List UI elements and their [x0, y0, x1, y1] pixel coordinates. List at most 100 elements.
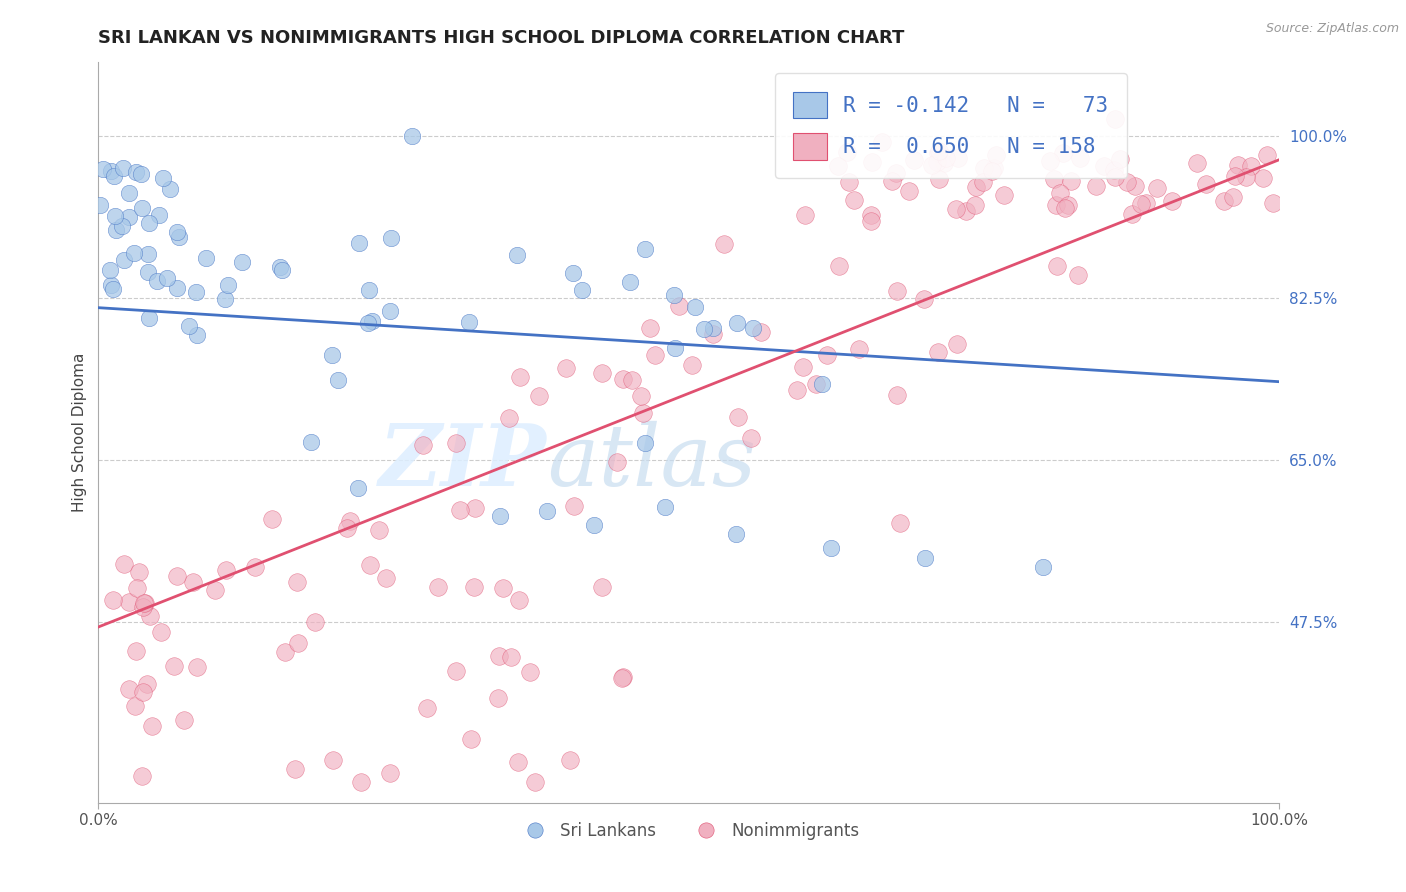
- Point: [186, 660, 208, 674]
- Point: [347, 481, 370, 495]
- Point: [506, 755, 529, 769]
- Point: [347, 235, 370, 250]
- Point: [401, 129, 423, 144]
- Point: [426, 580, 449, 594]
- Point: [498, 410, 520, 425]
- Point: [1123, 178, 1146, 193]
- Point: [591, 580, 613, 594]
- Point: [134, 596, 156, 610]
- Point: [111, 161, 134, 176]
- Point: [449, 503, 471, 517]
- Point: [683, 300, 706, 314]
- Point: [1135, 195, 1157, 210]
- Point: [1046, 259, 1069, 273]
- Point: [339, 514, 361, 528]
- Point: [1121, 207, 1143, 221]
- Point: [564, 499, 586, 513]
- Point: [1261, 195, 1284, 210]
- Point: [214, 292, 236, 306]
- Point: [948, 152, 970, 166]
- Point: [181, 574, 204, 589]
- Point: [336, 521, 359, 535]
- Point: [742, 321, 765, 335]
- Point: [1115, 175, 1137, 189]
- Point: [368, 523, 391, 537]
- Point: [118, 210, 141, 224]
- Point: [129, 167, 152, 181]
- Point: [322, 753, 344, 767]
- Text: ZIP: ZIP: [380, 420, 547, 504]
- Point: [862, 154, 884, 169]
- Point: [886, 388, 908, 402]
- Point: [152, 170, 174, 185]
- Point: [1256, 147, 1278, 161]
- Point: [815, 348, 838, 362]
- Point: [100, 278, 122, 293]
- Point: [927, 344, 949, 359]
- Point: [274, 645, 297, 659]
- Point: [285, 575, 308, 590]
- Point: [713, 236, 735, 251]
- Point: [561, 267, 583, 281]
- Point: [571, 283, 593, 297]
- Point: [1251, 170, 1274, 185]
- Point: [1067, 268, 1090, 282]
- Point: [486, 690, 509, 705]
- Point: [1194, 177, 1216, 191]
- Point: [444, 435, 467, 450]
- Text: SRI LANKAN VS NONIMMIGRANTS HIGH SCHOOL DIPLOMA CORRELATION CHART: SRI LANKAN VS NONIMMIGRANTS HIGH SCHOOL …: [98, 29, 905, 47]
- Point: [527, 389, 550, 403]
- Point: [299, 434, 322, 449]
- Point: [1187, 155, 1209, 169]
- Point: [359, 558, 381, 573]
- Point: [139, 609, 162, 624]
- Point: [412, 438, 434, 452]
- Point: [965, 179, 987, 194]
- Point: [98, 263, 121, 277]
- Point: [912, 292, 935, 306]
- Point: [554, 361, 576, 376]
- Point: [928, 172, 950, 186]
- Point: [560, 753, 582, 767]
- Point: [1146, 181, 1168, 195]
- Point: [1104, 163, 1126, 178]
- Point: [1234, 170, 1257, 185]
- Point: [179, 319, 201, 334]
- Point: [1057, 198, 1080, 212]
- Point: [444, 664, 467, 678]
- Point: [1045, 198, 1067, 212]
- Point: [125, 165, 148, 179]
- Point: [1052, 145, 1074, 160]
- Point: [103, 282, 125, 296]
- Point: [612, 671, 634, 685]
- Point: [131, 201, 153, 215]
- Point: [591, 366, 613, 380]
- Point: [304, 615, 326, 630]
- Point: [127, 581, 149, 595]
- Point: [1104, 112, 1126, 127]
- Point: [132, 600, 155, 615]
- Point: [536, 504, 558, 518]
- Point: [460, 731, 482, 746]
- Point: [1084, 178, 1107, 193]
- Point: [927, 146, 949, 161]
- Point: [128, 566, 150, 580]
- Point: [163, 658, 186, 673]
- Point: [136, 247, 159, 261]
- Point: [167, 229, 190, 244]
- Point: [118, 186, 141, 201]
- Point: [749, 325, 772, 339]
- Point: [118, 595, 141, 609]
- Point: [138, 216, 160, 230]
- Point: [136, 265, 159, 279]
- Point: [1069, 151, 1091, 165]
- Point: [148, 208, 170, 222]
- Point: [1043, 171, 1066, 186]
- Point: [100, 164, 122, 178]
- Point: [149, 625, 172, 640]
- Point: [664, 341, 686, 355]
- Point: [945, 202, 967, 216]
- Point: [489, 508, 512, 523]
- Point: [357, 316, 380, 330]
- Point: [245, 559, 267, 574]
